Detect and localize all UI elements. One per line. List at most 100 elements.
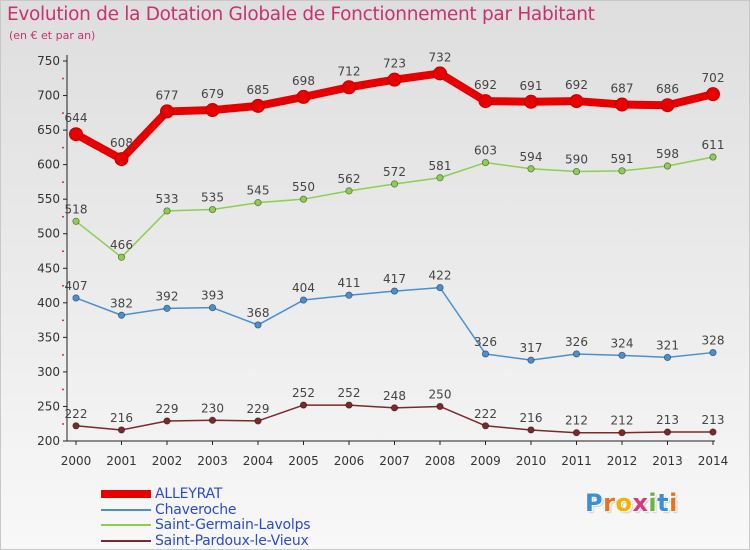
data-label: 222	[65, 407, 88, 421]
y-tick-label: 750	[37, 54, 60, 68]
data-label: 679	[201, 87, 224, 101]
legend-swatch	[101, 524, 151, 526]
legend-label: ALLEYRAT	[155, 486, 223, 502]
data-label: 644	[65, 111, 88, 125]
data-point	[72, 294, 80, 302]
data-point	[208, 416, 217, 424]
data-label: 687	[611, 82, 634, 96]
data-label: 326	[474, 335, 497, 349]
data-point	[163, 417, 171, 425]
data-point	[527, 356, 535, 364]
data-label: 685	[247, 83, 270, 97]
legend-swatch	[101, 508, 151, 511]
data-point	[251, 98, 265, 113]
data-point	[660, 98, 675, 113]
data-point	[709, 153, 717, 161]
data-label: 321	[656, 338, 679, 352]
data-label: 216	[520, 411, 543, 425]
data-label: 691	[520, 79, 543, 93]
data-point	[117, 426, 126, 434]
data-label: 417	[383, 272, 406, 286]
data-label: 212	[611, 414, 634, 428]
data-point	[572, 167, 581, 176]
data-label: 248	[383, 389, 406, 403]
data-point	[114, 152, 129, 167]
data-point	[709, 428, 717, 436]
data-point	[299, 401, 308, 409]
logo-letter: o	[615, 489, 633, 517]
data-label: 392	[156, 289, 179, 303]
data-label: 466	[110, 238, 133, 252]
data-point	[572, 350, 581, 358]
data-label: 723	[383, 57, 406, 71]
data-label: 692	[565, 78, 588, 92]
y-tick-label: 650	[37, 123, 60, 137]
x-tick-label: 2003	[197, 454, 228, 468]
y-minor-mark	[62, 215, 64, 218]
data-point	[345, 401, 353, 409]
x-tick-label: 2012	[607, 454, 638, 468]
data-label: 230	[201, 401, 224, 415]
data-label: 591	[611, 152, 634, 166]
data-label: 213	[702, 413, 725, 427]
data-point	[299, 195, 308, 203]
legend-label: Saint-Germain-Lavolps	[155, 517, 311, 533]
data-label: 535	[201, 191, 224, 205]
series-saint-pardoux-le-vieux: 222 216 229 230 229 252 252 248 250 222 216 212 212 2…	[65, 386, 725, 437]
data-label: 598	[656, 147, 679, 161]
data-point	[390, 180, 399, 188]
x-tick-label: 2008	[425, 454, 456, 468]
legend-swatch	[101, 539, 151, 542]
x-tick-label: 2009	[470, 454, 501, 468]
data-label: 317	[520, 341, 543, 355]
data-label: 692	[474, 78, 497, 92]
data-point	[663, 162, 672, 170]
data-label: 326	[565, 335, 588, 349]
data-point	[615, 97, 629, 112]
logo-letter: t	[657, 489, 670, 517]
y-tick-label: 400	[37, 296, 60, 310]
data-label: 422	[429, 269, 452, 283]
y-tick-label: 500	[37, 227, 60, 241]
legend-swatch	[101, 490, 151, 498]
data-label: 712	[338, 64, 361, 78]
y-minor-mark	[62, 388, 64, 391]
x-tick-label: 2011	[561, 454, 592, 468]
data-point	[69, 127, 83, 142]
data-point	[205, 103, 220, 118]
y-tick-label: 300	[37, 365, 60, 379]
data-point	[72, 217, 80, 225]
x-tick-label: 2000	[61, 454, 92, 468]
data-point	[208, 205, 217, 214]
data-label: 677	[156, 88, 179, 102]
x-tick-label: 2010	[516, 454, 547, 468]
data-point	[72, 422, 80, 430]
x-tick-label: 2006	[334, 454, 365, 468]
data-label: 550	[292, 180, 315, 194]
logo-letter: i	[669, 489, 678, 517]
chart-subtitle: (en € et par an)	[9, 29, 96, 42]
chart-title: Evolution de la Dotation Globale de Fonc…	[7, 4, 595, 25]
data-label: 590	[565, 153, 588, 167]
data-label: 324	[611, 336, 634, 350]
y-tick-label: 700	[37, 89, 60, 103]
data-label: 368	[247, 306, 270, 320]
y-tick-label: 250	[37, 399, 60, 413]
data-label: 222	[474, 407, 497, 421]
x-tick-label: 2013	[652, 454, 683, 468]
data-label: 407	[65, 279, 88, 293]
data-label: 732	[429, 50, 452, 64]
data-point	[117, 253, 126, 261]
data-point	[478, 94, 493, 109]
data-point	[663, 428, 672, 436]
data-point	[433, 66, 447, 81]
data-point	[117, 311, 126, 319]
proxiti-logo: Proxiti	[585, 489, 678, 517]
y-minor-mark	[62, 354, 64, 356]
data-label: 216	[110, 411, 133, 425]
data-point	[390, 404, 399, 412]
y-minor-mark	[62, 77, 64, 80]
data-label: 545	[247, 184, 270, 198]
logo-letter: r	[603, 489, 616, 517]
